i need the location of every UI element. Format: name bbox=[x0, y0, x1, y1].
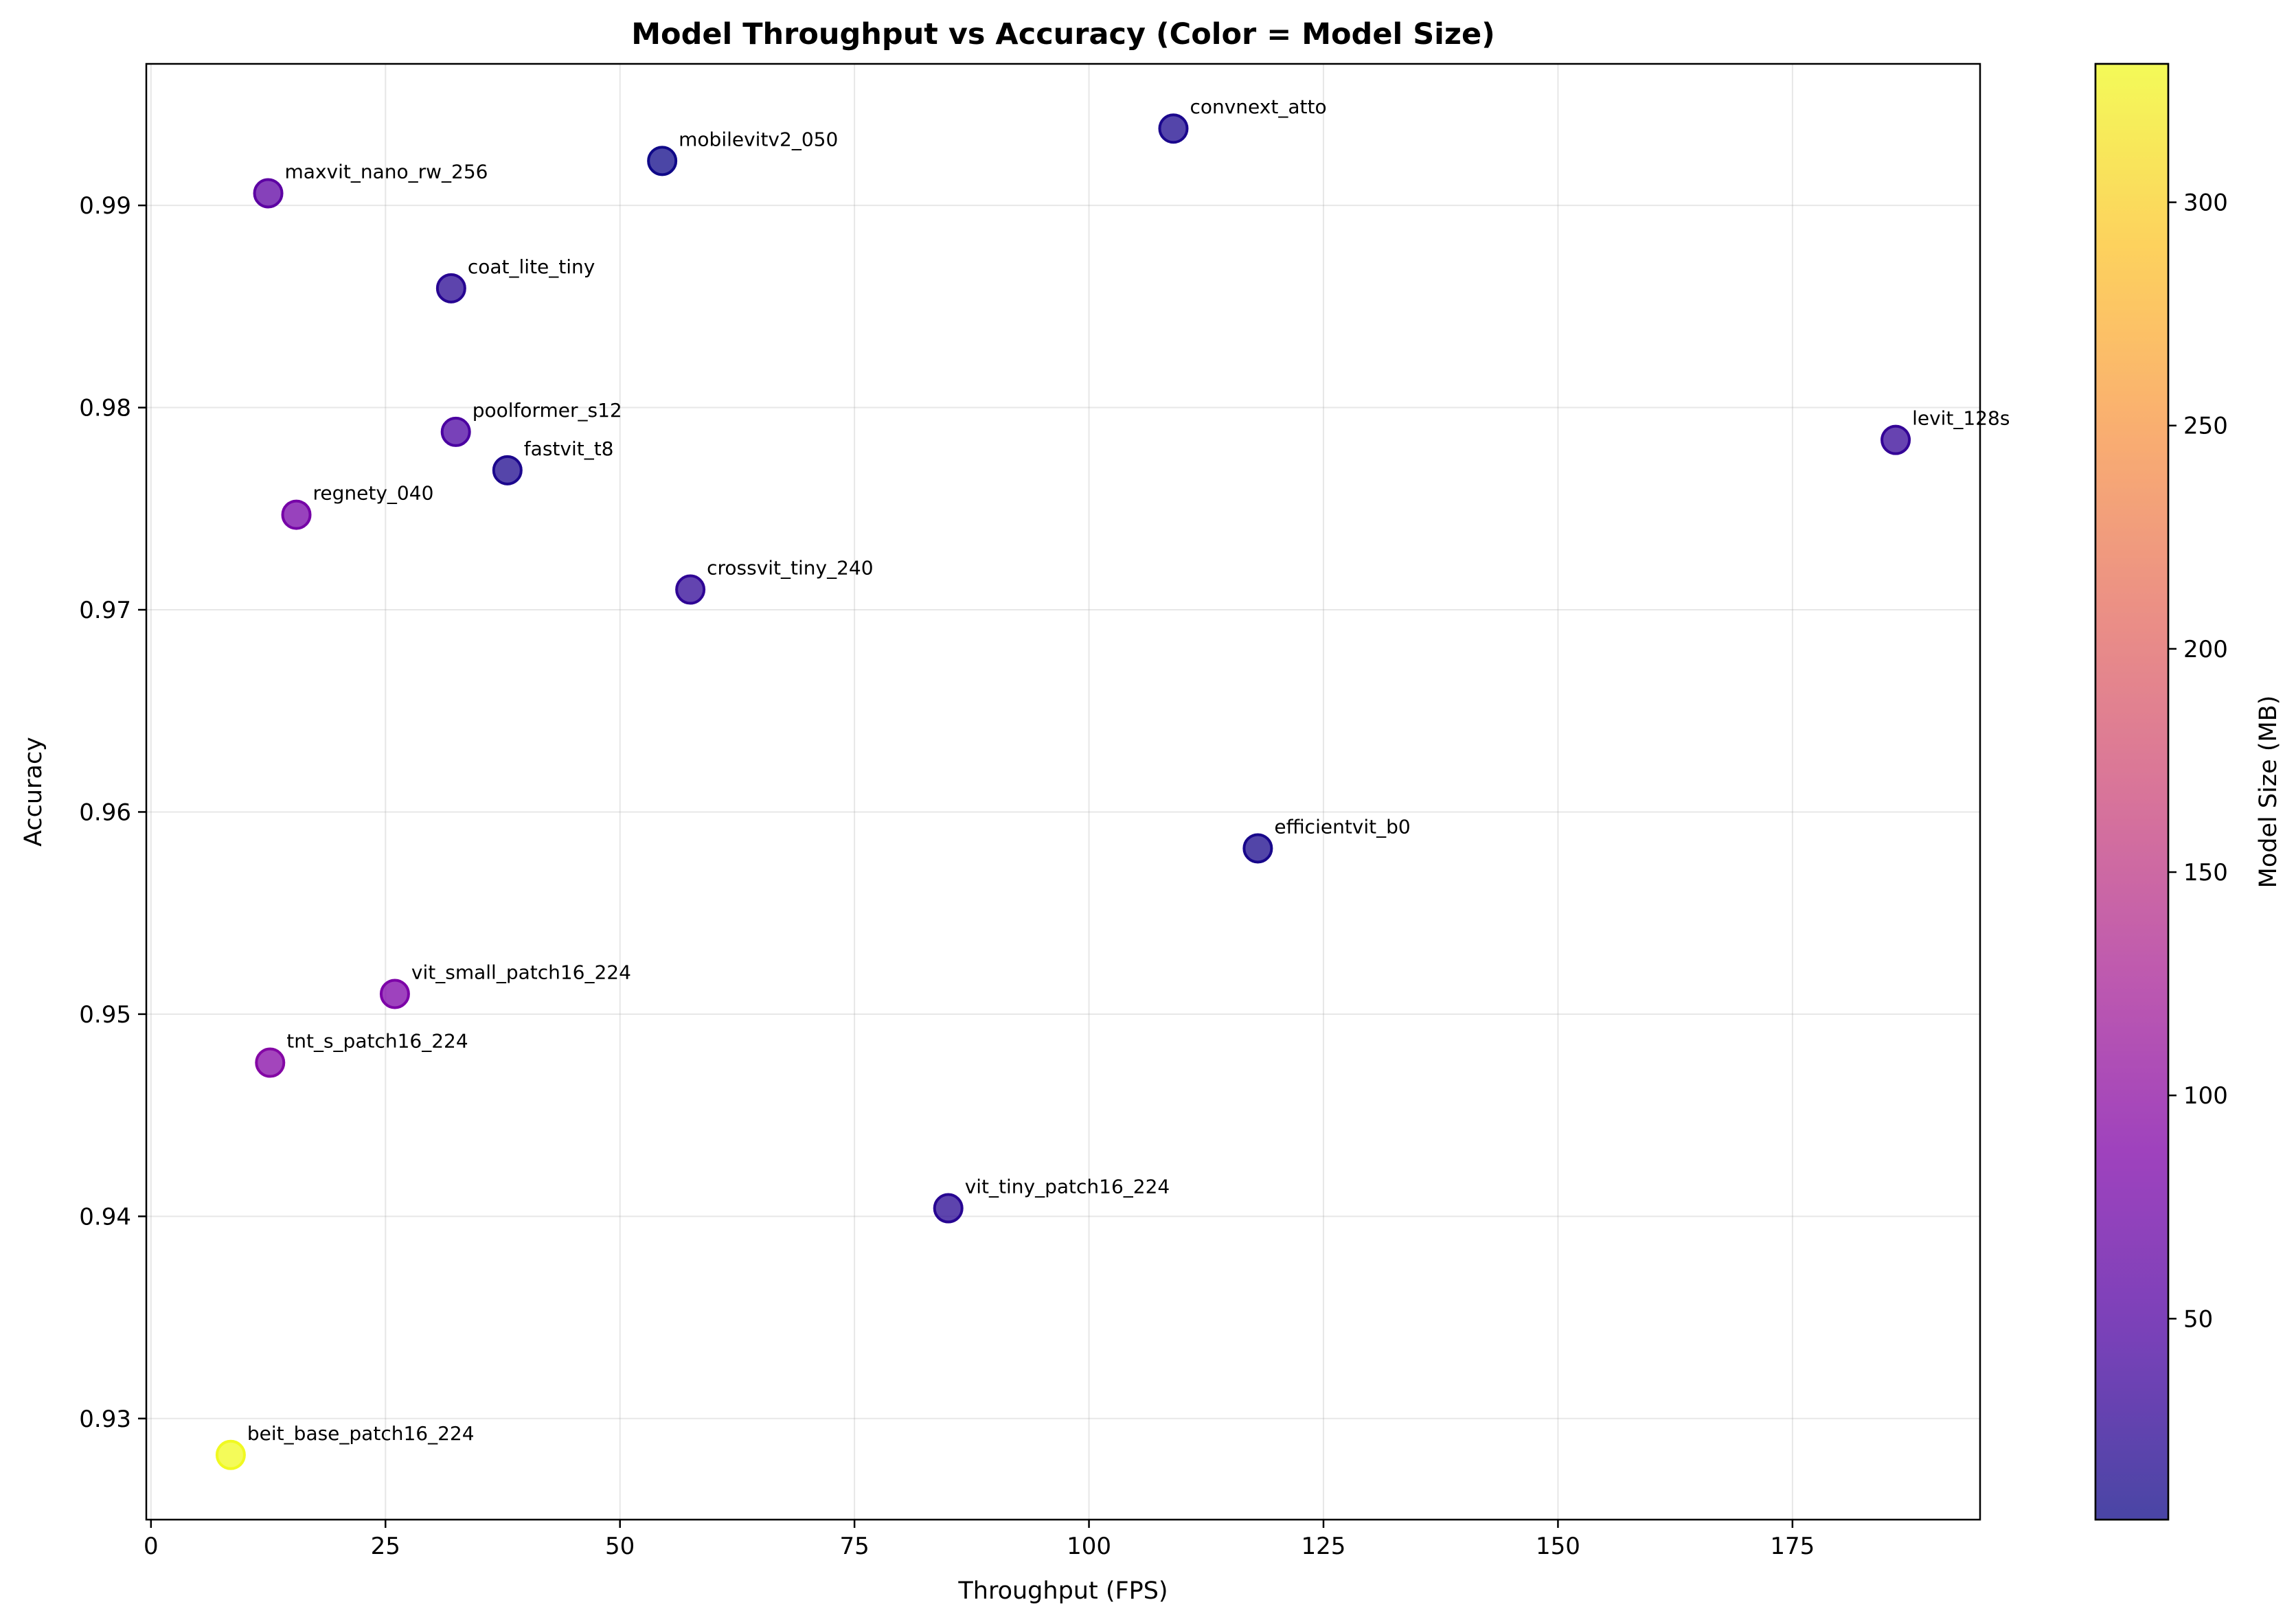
y-tick-label: 0.99 bbox=[79, 192, 131, 220]
point-label: crossvit_tiny_240 bbox=[707, 557, 873, 580]
chart-title: Model Throughput vs Accuracy (Color = Mo… bbox=[631, 17, 1495, 52]
data-points bbox=[215, 113, 1911, 1470]
x-tick-label: 0 bbox=[144, 1533, 159, 1560]
x-axis-ticks: 0 25 50 75 100 125 150 175 bbox=[144, 1520, 1815, 1560]
colorbar-tick-label: 250 bbox=[2183, 413, 2228, 440]
point-label: vit_tiny_patch16_224 bbox=[965, 1176, 1170, 1198]
colorbar-frame bbox=[2094, 62, 2170, 1521]
data-point bbox=[255, 1047, 286, 1078]
data-point bbox=[281, 499, 312, 530]
colorbar-tick-label: 200 bbox=[2183, 636, 2228, 663]
y-tick-label: 0.97 bbox=[79, 597, 131, 624]
x-tick-label: 100 bbox=[1067, 1533, 1111, 1560]
point-label: coat_lite_tiny bbox=[468, 255, 595, 278]
x-tick-label: 75 bbox=[839, 1533, 869, 1560]
colorbar-ticks: 50 100 150 200 250 300 bbox=[2168, 190, 2228, 1333]
y-tick-label: 0.95 bbox=[79, 1001, 131, 1029]
data-point bbox=[1880, 424, 1911, 455]
colorbar bbox=[2094, 62, 2170, 1521]
colorbar-tick-label: 150 bbox=[2183, 859, 2228, 887]
y-tick-label: 0.94 bbox=[79, 1203, 131, 1231]
point-labels: convnext_atto mobilevitv2_050 maxvit_nano_… bbox=[247, 95, 2010, 1445]
data-point bbox=[1158, 113, 1189, 144]
point-label: efficientvit_b0 bbox=[1274, 815, 1410, 838]
x-tick-label: 125 bbox=[1302, 1533, 1346, 1560]
y-tick-label: 0.96 bbox=[79, 799, 131, 826]
plot-frame bbox=[145, 62, 1981, 1521]
data-point bbox=[253, 178, 284, 209]
point-label: tnt_s_patch16_224 bbox=[286, 1030, 468, 1053]
x-tick-label: 175 bbox=[1770, 1533, 1815, 1560]
point-label: convnext_atto bbox=[1190, 95, 1326, 118]
data-point bbox=[215, 1439, 246, 1470]
point-label: levit_128s bbox=[1912, 407, 2010, 430]
x-tick-label: 25 bbox=[371, 1533, 400, 1560]
y-tick-label: 0.98 bbox=[79, 395, 131, 422]
x-tick-label: 150 bbox=[1536, 1533, 1580, 1560]
x-axis-label: Throughput (FPS) bbox=[957, 1577, 1168, 1605]
data-point bbox=[435, 273, 466, 304]
colorbar-tick-label: 300 bbox=[2183, 190, 2228, 217]
data-point bbox=[440, 416, 471, 447]
x-tick-label: 50 bbox=[605, 1533, 635, 1560]
point-label: regnety_040 bbox=[313, 482, 434, 505]
colorbar-tick-label: 50 bbox=[2183, 1305, 2213, 1333]
y-tick-label: 0.93 bbox=[79, 1406, 131, 1433]
point-label: maxvit_nano_rw_256 bbox=[285, 160, 488, 183]
y-axis-ticks: 0.93 0.94 0.95 0.96 0.97 0.98 0.99 bbox=[79, 192, 146, 1433]
point-label: poolformer_s12 bbox=[473, 399, 622, 422]
data-point bbox=[1242, 833, 1273, 864]
data-point bbox=[492, 455, 523, 485]
colorbar-tick-label: 100 bbox=[2183, 1082, 2228, 1110]
y-axis-label: Accuracy bbox=[20, 737, 47, 847]
grid-lines bbox=[146, 64, 1980, 1520]
point-label: mobilevitv2_050 bbox=[679, 128, 838, 150]
data-point bbox=[379, 979, 410, 1009]
point-label: vit_small_patch16_224 bbox=[411, 961, 631, 983]
point-label: beit_base_patch16_224 bbox=[247, 1422, 475, 1445]
colorbar-label: Model Size (MB) bbox=[2255, 696, 2282, 889]
data-point bbox=[647, 146, 678, 176]
data-point bbox=[933, 1193, 964, 1224]
point-label: fastvit_t8 bbox=[524, 437, 614, 460]
data-point bbox=[675, 574, 706, 605]
